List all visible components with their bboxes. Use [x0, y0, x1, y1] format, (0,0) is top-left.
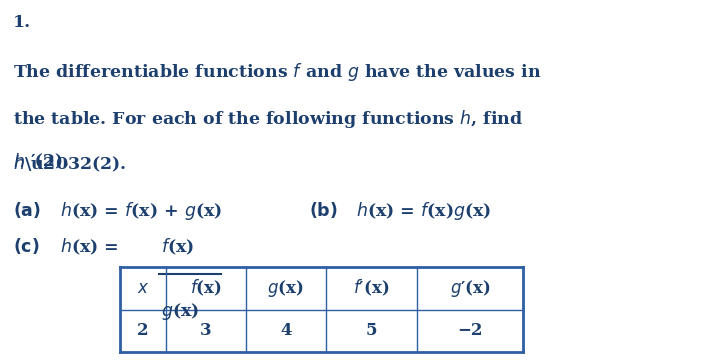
Text: $\it{h}$(x) = $\it{f}$(x) + $\it{g}$(x): $\it{h}$(x) = $\it{f}$(x) + $\it{g}$(x)	[60, 200, 222, 222]
Text: $\it{h}$\u2032(2).: $\it{h}$\u2032(2).	[13, 153, 126, 174]
Text: the table. For each of the following functions $\it{h}$, find: the table. For each of the following fun…	[13, 108, 523, 130]
Text: $\it{h}$: $\it{h}$	[13, 153, 25, 171]
Text: $\it{g}$(x): $\it{g}$(x)	[268, 278, 304, 299]
Text: $\it{x}$: $\it{x}$	[137, 280, 149, 297]
Text: The differentiable functions $\it{f}$ and $\it{g}$ have the values in: The differentiable functions $\it{f}$ an…	[13, 61, 542, 83]
Text: ′(2).: ′(2).	[31, 153, 70, 170]
Text: $\bf{(a)}$: $\bf{(a)}$	[13, 200, 41, 220]
Text: 3: 3	[200, 322, 212, 339]
Text: 2: 2	[137, 322, 148, 339]
Text: $\it{f}$′(x): $\it{f}$′(x)	[353, 278, 390, 299]
Text: $\it{h}$(x) = $\it{f}$(x)$\it{g}$(x): $\it{h}$(x) = $\it{f}$(x)$\it{g}$(x)	[356, 200, 491, 222]
Text: $\it{g}$′(x): $\it{g}$′(x)	[450, 278, 491, 299]
Text: 4: 4	[280, 322, 292, 339]
Text: $\bf{(c)}$: $\bf{(c)}$	[13, 236, 40, 256]
Text: $\bf{(b)}$: $\bf{(b)}$	[309, 200, 338, 220]
Text: $\it{g}$(x): $\it{g}$(x)	[161, 301, 199, 322]
Text: 1.: 1.	[13, 14, 31, 31]
Text: $\it{f}$(x): $\it{f}$(x)	[190, 278, 222, 299]
Text: $\it{f}$(x): $\it{f}$(x)	[161, 236, 195, 257]
Text: −2: −2	[457, 322, 483, 339]
Text: $\it{h}$(x) =: $\it{h}$(x) =	[60, 236, 119, 257]
Text: 5: 5	[366, 322, 377, 339]
